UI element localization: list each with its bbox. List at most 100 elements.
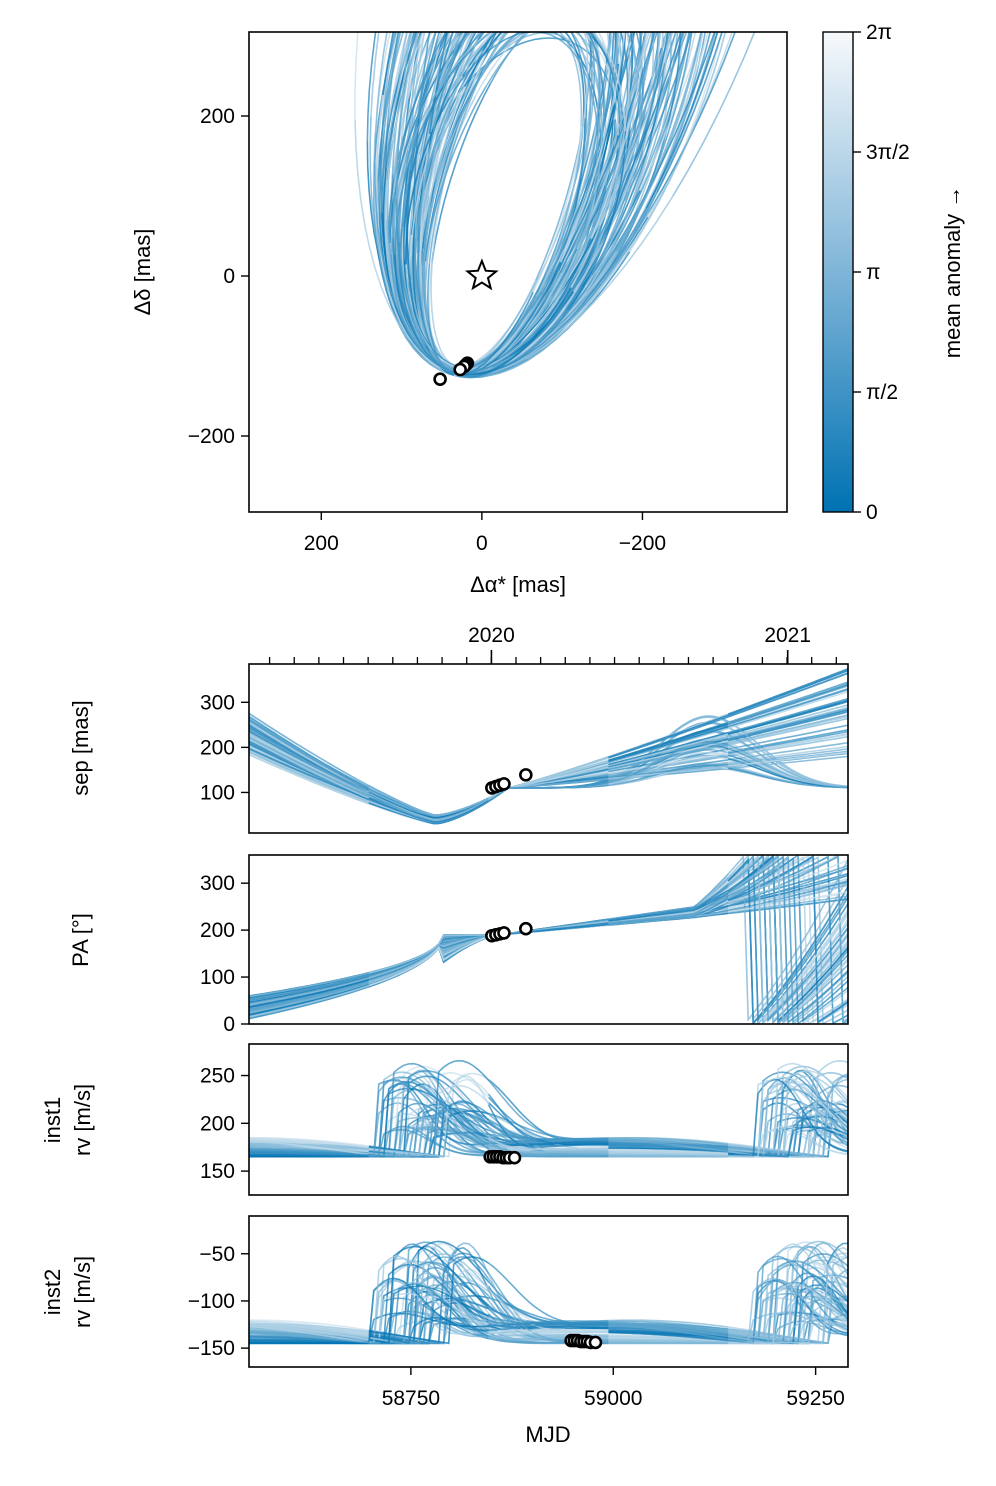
rv1-orbit-line <box>368 1125 489 1158</box>
sky-orbit-segment <box>589 32 596 106</box>
sky-orbit-segment <box>450 32 493 77</box>
rv2-observations <box>564 1333 603 1350</box>
sky-orbit-segment <box>644 32 712 209</box>
sky-orbit-segment <box>532 101 587 293</box>
pa-orbit-line <box>727 855 848 1024</box>
sep-orbit-line <box>727 688 848 728</box>
sky-orbit-segment <box>615 0 649 8</box>
sep-orbit-line <box>728 724 848 750</box>
pa-orbit-line <box>728 877 848 909</box>
sky-orbit-segment <box>584 0 627 23</box>
sky-orbit-segment <box>623 32 688 179</box>
rv1-orbit-line <box>368 1076 489 1158</box>
rv1-orbit-line <box>249 1137 369 1148</box>
colorbar-tick-label: 2π <box>866 21 892 44</box>
sky-orbit-segment <box>455 32 512 83</box>
sep-orbit-line <box>368 797 490 824</box>
sky-orbit-segment <box>619 32 629 105</box>
rv1-ylabel-line2: rv [m/s] <box>70 1084 95 1156</box>
sky-orbit-segment <box>461 32 498 78</box>
mjd-xtick-label: 58750 <box>382 1387 440 1410</box>
sep-orbit-line <box>249 749 370 803</box>
sky-orbit-segment <box>395 198 462 377</box>
pa-orbit-line <box>727 855 848 1023</box>
rv1-orbit-line <box>608 1137 729 1146</box>
rv2-orbit-line <box>488 1323 609 1329</box>
sky-orbit-segment <box>390 32 408 130</box>
sky-orbit-segment <box>405 97 451 265</box>
mjd-xtick-label: 59250 <box>786 1387 844 1410</box>
rv1-ytick-label: 250 <box>200 1065 235 1088</box>
colorbar-tick-label: 0 <box>866 501 878 524</box>
sky-orbit-segment <box>451 0 572 24</box>
colorbar-tick-label: 3π/2 <box>866 141 910 164</box>
rv2-orbit-line <box>608 1337 729 1342</box>
rv1-orbit-line <box>608 1153 729 1157</box>
rv2-ytick-label: −100 <box>188 1290 235 1313</box>
rv2-ytick-label: −150 <box>188 1337 235 1360</box>
sep-observations <box>485 768 533 795</box>
sky-orbit-segment <box>396 123 459 372</box>
sky-orbit-segment <box>588 32 592 80</box>
sky-orbit-segment <box>588 0 642 32</box>
pa-ytick-label: 200 <box>200 919 235 942</box>
sep-orbit-line <box>728 729 848 753</box>
sep-orbit-lines <box>249 668 848 825</box>
sep-orbit-line <box>727 697 848 734</box>
sky-orbit-segment <box>447 32 492 76</box>
sky-orbit-segment <box>570 32 588 117</box>
sep-orbit-line <box>608 714 729 759</box>
sky-orbit-segment <box>392 32 411 123</box>
pa-orbit-line <box>608 883 729 921</box>
pa-orbit-line <box>727 858 848 1024</box>
rv1-orbit-line <box>608 1139 729 1153</box>
rv1-orbit-line <box>368 1099 490 1158</box>
rv2-orbit-line <box>608 1331 729 1342</box>
sky-orbit-segment <box>405 264 459 368</box>
rv2-ylabel-line2: rv [m/s] <box>70 1256 95 1328</box>
pa-orbit-line <box>249 985 370 1018</box>
sky-orbit-segment <box>598 32 669 245</box>
pa-orbit-line <box>249 978 370 1008</box>
rv2-orbit-line <box>249 1332 369 1344</box>
sep-orbit-line <box>728 755 848 770</box>
sky-orbit-segment <box>492 32 496 37</box>
sky-orbit-segment <box>575 32 648 250</box>
rv2-orbit-line <box>608 1323 729 1341</box>
pa-orbit-line <box>608 892 729 924</box>
rv1-observation-point <box>507 1150 522 1165</box>
sky-orbit-segment <box>656 32 723 193</box>
sky-orbit-segment <box>460 0 582 13</box>
rv1-orbit-line <box>608 1147 729 1153</box>
sky-ylabel: Δδ [mas] <box>130 229 155 316</box>
sky-orbit-segment <box>585 0 659 24</box>
pa-orbit-line <box>249 974 370 1002</box>
sky-orbit-segment <box>431 83 492 262</box>
rv2-orbit-line <box>368 1256 490 1345</box>
sky-orbit-segment <box>461 238 592 378</box>
sep-ytick-label: 100 <box>200 781 235 804</box>
sky-orbit-segment <box>612 32 615 33</box>
sep-orbit-line <box>728 748 848 765</box>
rv2-orbit-line <box>728 1283 848 1345</box>
sky-orbit-segment <box>625 32 682 181</box>
sky-orbit-segment <box>390 254 452 373</box>
pa-orbit-line <box>727 859 848 903</box>
rv2-orbit-line <box>608 1340 729 1343</box>
sky-orbit-segment <box>669 32 672 72</box>
rv2-orbit-line <box>488 1330 609 1335</box>
sep-orbit-line <box>608 752 729 774</box>
rv1-orbit-line <box>368 1087 489 1158</box>
rv2-frame <box>248 1215 849 1368</box>
sep-orbit-line <box>249 718 370 789</box>
rv2-orbit-line <box>368 1292 489 1344</box>
sky-orbit-segment <box>418 32 483 245</box>
sky-orbit-segment <box>590 32 649 239</box>
sep-orbit-line <box>727 681 848 724</box>
sky-orbit-segment <box>587 0 663 21</box>
sky-orbit-segment <box>463 32 504 87</box>
colorbar-ticks: 0 π/2 π 3π/2 2π <box>853 21 910 524</box>
rv1-frame <box>248 1043 849 1196</box>
pa-orbit-line <box>249 976 370 1005</box>
sep-orbit-line <box>727 745 848 788</box>
